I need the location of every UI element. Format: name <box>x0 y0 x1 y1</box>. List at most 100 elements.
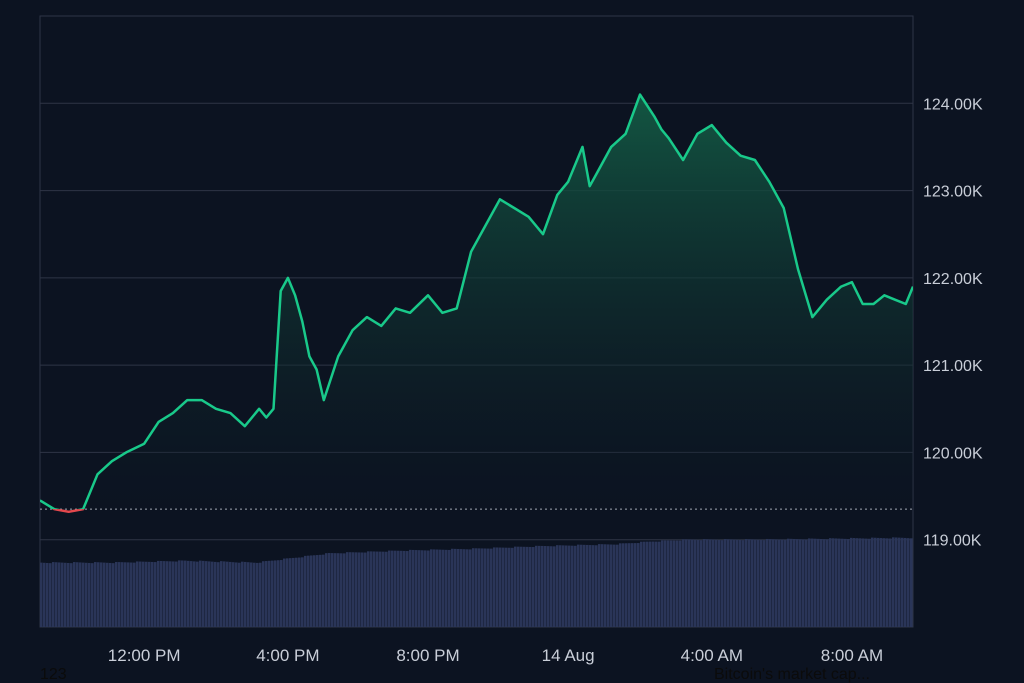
y-tick-label: 123.00K <box>923 184 983 201</box>
volume-bar <box>337 553 340 627</box>
volume-bar <box>232 562 235 627</box>
volume-bar <box>190 561 193 627</box>
volume-bar <box>844 538 847 627</box>
volume-bar <box>409 549 412 627</box>
volume-bar <box>712 539 715 627</box>
volume-bar <box>883 538 886 627</box>
volume-bar <box>430 549 433 627</box>
volume-bar <box>667 540 670 627</box>
volume-bar <box>631 543 634 627</box>
volume-bar <box>40 562 43 627</box>
volume-bar <box>592 545 595 627</box>
volume-bar <box>763 540 766 627</box>
volume-bar <box>853 538 856 627</box>
volume-bar <box>613 544 616 627</box>
volume-bar <box>874 537 877 627</box>
volume-bar <box>385 551 388 627</box>
volume-bar <box>544 546 547 627</box>
volume-bar <box>55 562 58 627</box>
volume-bar <box>838 538 841 627</box>
volume-bar <box>454 548 457 627</box>
volume-bar <box>505 547 508 627</box>
volume-bar <box>169 561 172 627</box>
volume-bar <box>553 546 556 627</box>
volume-bar <box>43 562 46 627</box>
volume-bar <box>235 562 238 627</box>
volume-bar <box>199 560 202 627</box>
volume-bar <box>298 557 301 627</box>
y-tick-label: 120.00K <box>923 445 983 462</box>
volume-bar <box>871 537 874 627</box>
volume-bar <box>526 546 529 627</box>
volume-bar <box>868 538 871 627</box>
volume-bar <box>751 539 754 627</box>
volume-bar <box>205 561 208 627</box>
volume-bar <box>307 555 310 627</box>
volume-bar <box>829 538 832 627</box>
volume-bar <box>487 548 490 627</box>
volume-bar <box>796 539 799 627</box>
volume-bar <box>700 540 703 627</box>
volume-bar <box>907 538 910 627</box>
volume-bar <box>271 560 274 627</box>
volume-bar <box>415 550 418 627</box>
volume-bar <box>250 562 253 627</box>
volume-bar <box>334 553 337 627</box>
volume-bar <box>709 539 712 627</box>
volume-bar <box>382 551 385 627</box>
volume-bar <box>406 551 409 627</box>
volume-bar <box>568 545 571 627</box>
volume-bar <box>256 562 259 627</box>
volume-bar <box>499 547 502 627</box>
volume-bar <box>412 549 415 627</box>
volume-bar <box>82 562 85 627</box>
volume-bar <box>514 546 517 627</box>
volume-bar <box>436 549 439 627</box>
volume-bar <box>469 549 472 627</box>
volume-bar <box>448 549 451 627</box>
y-tick-label: 122.00K <box>923 271 983 288</box>
volume-bar <box>745 539 748 627</box>
volume-bar <box>496 547 499 627</box>
volume-bar <box>862 538 865 627</box>
volume-bar <box>202 560 205 627</box>
volume-bar <box>97 562 100 627</box>
volume-bar <box>274 560 277 627</box>
volume-bar <box>109 562 112 627</box>
volume-bar <box>847 539 850 627</box>
y-tick-label: 119.00K <box>923 533 982 550</box>
volume-bar <box>616 544 619 627</box>
volume-bar <box>634 543 637 627</box>
volume-bar <box>70 563 73 627</box>
price-line-above[interactable] <box>40 93 913 512</box>
volume-bar <box>76 562 79 627</box>
volume-bar <box>352 552 355 627</box>
volume-bar <box>340 553 343 627</box>
volume-bar <box>391 550 394 627</box>
x-tick-label: 8:00 PM <box>396 646 459 665</box>
volume-bar <box>472 548 475 627</box>
volume-bar <box>850 537 853 627</box>
volume-bar <box>73 562 76 627</box>
volume-bar <box>691 539 694 627</box>
volume-bar <box>658 541 661 627</box>
volume-bar <box>160 560 163 627</box>
volume-bar <box>628 543 631 627</box>
volume-bar <box>769 539 772 627</box>
volume-bar <box>457 548 460 627</box>
volume-bar <box>490 548 493 627</box>
volume-bar <box>889 538 892 627</box>
volume-bar <box>679 540 682 627</box>
volume-bar <box>163 561 166 627</box>
volume-bar <box>262 561 265 627</box>
volume-bar <box>511 547 514 627</box>
volume-bar <box>484 548 487 627</box>
volume-bar <box>64 562 67 627</box>
volume-bar <box>301 557 304 627</box>
volume-bar <box>424 550 427 627</box>
volume-bar <box>739 539 742 627</box>
volume-bar <box>184 560 187 627</box>
volume-bars <box>40 537 913 627</box>
volume-bar <box>730 539 733 627</box>
